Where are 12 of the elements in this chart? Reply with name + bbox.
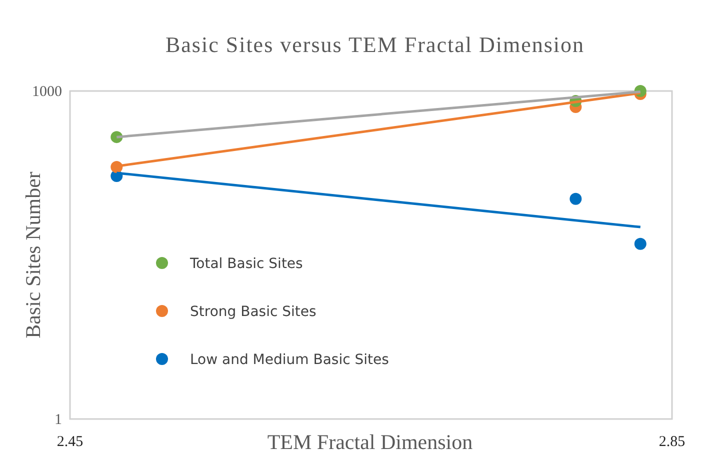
y-tick-label: 1000 [32, 84, 62, 100]
x-tick-label: 2.85 [658, 434, 686, 450]
chart-title: Basic Sites versus TEM Fractal Dimension [165, 32, 585, 57]
y-tick-label: 1 [54, 412, 62, 428]
legend-label: Low and Medium Basic Sites [190, 352, 389, 368]
legend-label: Total Basic Sites [189, 256, 303, 272]
legend-label: Strong Basic Sites [190, 304, 316, 320]
point [634, 238, 646, 250]
x-tick-label: 2.45 [56, 434, 84, 450]
point [570, 192, 582, 205]
x-axis-title: TEM Fractal Dimension [267, 430, 474, 454]
y-axis-title: Basic Sites Number [21, 172, 45, 338]
